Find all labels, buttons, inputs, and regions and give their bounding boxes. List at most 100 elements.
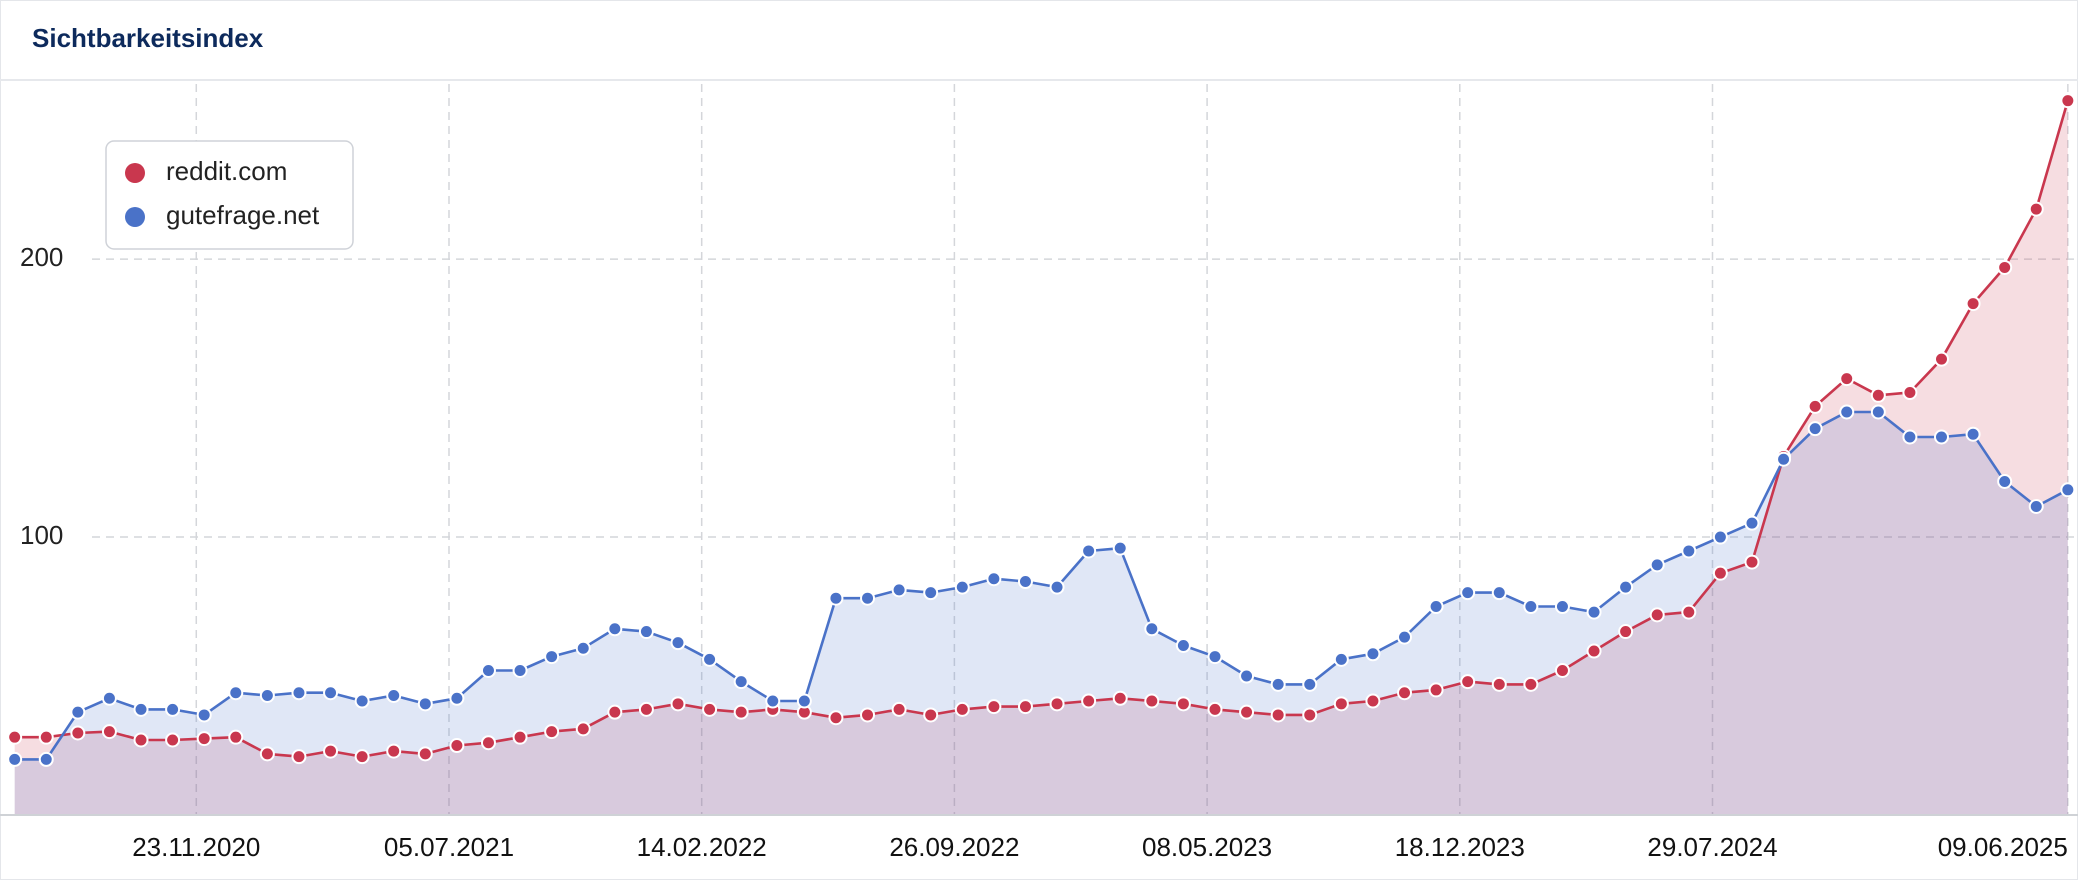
point (417, 746, 433, 762)
point (544, 649, 560, 665)
x-tick-label: 18.12.2023 (1395, 832, 1525, 862)
point (1175, 637, 1191, 653)
point (1365, 646, 1381, 662)
point (1302, 707, 1318, 723)
point (1428, 599, 1444, 615)
point (1144, 621, 1160, 637)
point (1144, 693, 1160, 709)
point (575, 640, 591, 656)
point (1397, 629, 1413, 645)
point (1112, 690, 1128, 706)
point (1807, 421, 1823, 437)
point (101, 690, 117, 706)
point (1460, 585, 1476, 601)
point (1681, 604, 1697, 620)
point (575, 721, 591, 737)
point (291, 685, 307, 701)
x-tick-label: 08.05.2023 (1142, 832, 1272, 862)
point (1049, 579, 1065, 595)
point (228, 685, 244, 701)
point (291, 749, 307, 765)
point (165, 701, 181, 717)
point (1428, 682, 1444, 698)
point (891, 701, 907, 717)
legend-label: gutefrage.net (166, 200, 320, 230)
point (386, 743, 402, 759)
point (733, 674, 749, 690)
point (196, 731, 212, 747)
point (101, 724, 117, 740)
point (323, 685, 339, 701)
point (638, 701, 654, 717)
area (14, 100, 2068, 815)
point (449, 738, 465, 754)
point (2028, 498, 2044, 514)
y-tick-label: 100 (20, 520, 63, 550)
point (544, 724, 560, 740)
point (1207, 701, 1223, 717)
grid (92, 84, 2078, 815)
point (2028, 201, 2044, 217)
point (607, 704, 623, 720)
chart-title: Sichtbarkeitsindex (32, 23, 264, 53)
point (323, 743, 339, 759)
point (1270, 707, 1286, 723)
point (1017, 574, 1033, 590)
point (860, 707, 876, 723)
point (1049, 696, 1065, 712)
x-tick-label: 23.11.2020 (132, 832, 260, 862)
point (1902, 429, 1918, 445)
point (1270, 676, 1286, 692)
legend-swatch (125, 207, 145, 227)
point (1933, 351, 1949, 367)
point (986, 571, 1002, 587)
point (259, 687, 275, 703)
point (670, 696, 686, 712)
legend-label: reddit.com (166, 156, 287, 186)
point (449, 690, 465, 706)
point (7, 751, 23, 767)
point (1081, 693, 1097, 709)
point (860, 590, 876, 606)
point (923, 585, 939, 601)
point (1333, 651, 1349, 667)
point (1302, 676, 1318, 692)
point (1586, 643, 1602, 659)
point (954, 701, 970, 717)
point (1365, 693, 1381, 709)
point (512, 662, 528, 678)
point (1839, 371, 1855, 387)
point (1239, 704, 1255, 720)
y-tick-label: 200 (20, 242, 63, 272)
point (1397, 685, 1413, 701)
point (1681, 543, 1697, 559)
legend: reddit.com gutefrage.net (105, 140, 354, 250)
markers (7, 93, 2076, 767)
point (133, 701, 149, 717)
point (512, 729, 528, 745)
point (1839, 404, 1855, 420)
point (954, 579, 970, 595)
point (1523, 676, 1539, 692)
x-tick-label: 05.07.2021 (384, 832, 514, 862)
point (1649, 557, 1665, 573)
point (354, 749, 370, 765)
point (1649, 607, 1665, 623)
point (1460, 674, 1476, 690)
point (1870, 404, 1886, 420)
legend-box (105, 140, 354, 250)
point (480, 735, 496, 751)
point (891, 582, 907, 598)
point (1207, 649, 1223, 665)
point (1017, 699, 1033, 715)
point (1491, 585, 1507, 601)
point (796, 693, 812, 709)
point (1112, 540, 1128, 556)
point (1744, 515, 1760, 531)
point (480, 662, 496, 678)
point (670, 635, 686, 651)
point (1586, 604, 1602, 620)
area (14, 412, 2068, 815)
point (386, 687, 402, 703)
